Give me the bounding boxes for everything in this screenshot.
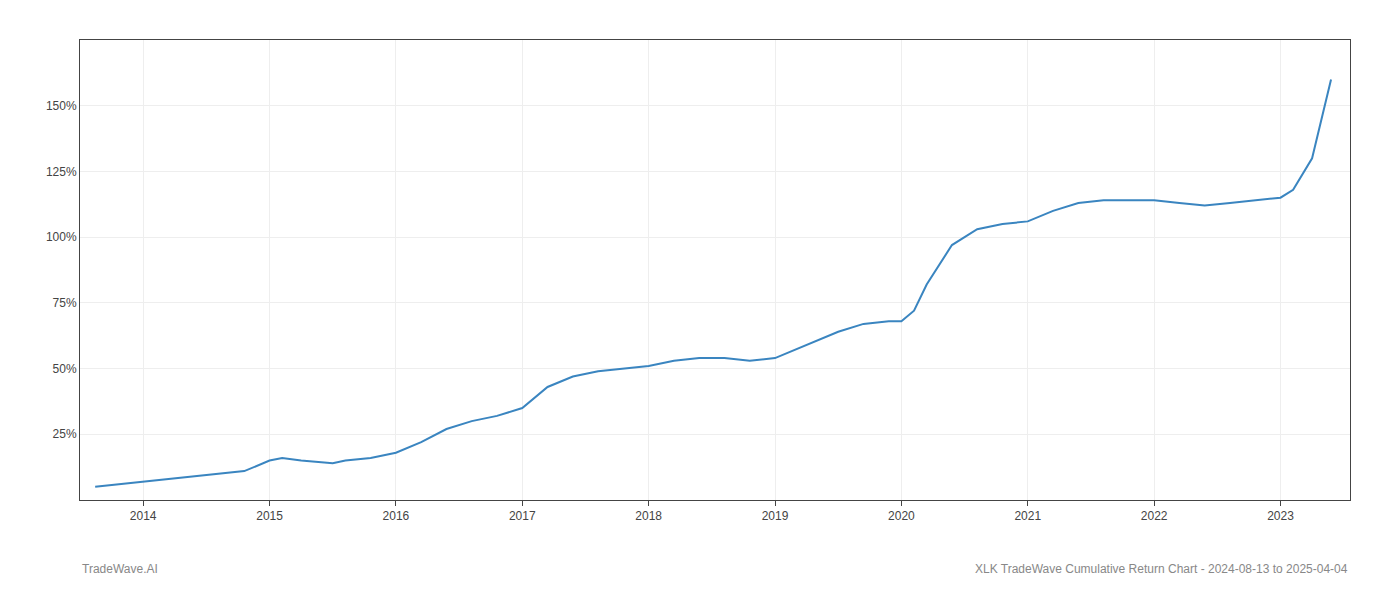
svg-text:2021: 2021 (1014, 509, 1041, 523)
svg-text:2022: 2022 (1141, 509, 1168, 523)
svg-text:125%: 125% (46, 165, 77, 179)
svg-text:XLK TradeWave Cumulative Retur: XLK TradeWave Cumulative Return Chart - … (975, 562, 1348, 576)
svg-text:2014: 2014 (130, 509, 157, 523)
svg-text:2019: 2019 (762, 509, 789, 523)
svg-text:2018: 2018 (635, 509, 662, 523)
svg-text:TradeWave.AI: TradeWave.AI (82, 562, 158, 576)
svg-text:2015: 2015 (256, 509, 283, 523)
svg-text:2023: 2023 (1267, 509, 1294, 523)
svg-text:100%: 100% (46, 230, 77, 244)
svg-text:150%: 150% (46, 99, 77, 113)
svg-text:75%: 75% (53, 296, 77, 310)
svg-text:2016: 2016 (383, 509, 410, 523)
svg-text:25%: 25% (53, 427, 77, 441)
svg-text:2017: 2017 (509, 509, 536, 523)
svg-text:50%: 50% (53, 362, 77, 376)
svg-text:2020: 2020 (888, 509, 915, 523)
